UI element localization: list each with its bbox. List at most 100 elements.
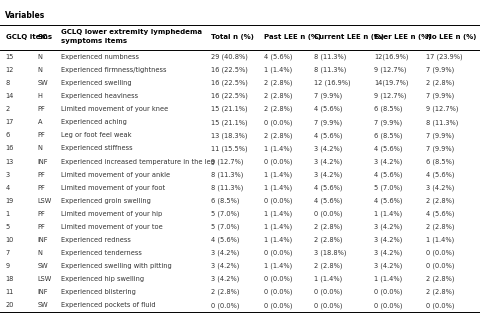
Text: 14: 14	[6, 93, 14, 99]
Text: 7 (9.9%): 7 (9.9%)	[426, 145, 455, 152]
Text: 7: 7	[6, 250, 10, 256]
Text: 7 (9.9%): 7 (9.9%)	[374, 119, 402, 126]
Text: 15: 15	[6, 54, 14, 60]
Text: N: N	[38, 54, 43, 60]
Text: 0 (0.0%): 0 (0.0%)	[264, 119, 292, 126]
Text: 8 (11.3%): 8 (11.3%)	[314, 67, 347, 73]
Text: 18: 18	[6, 276, 14, 282]
Text: 0 (0.0%): 0 (0.0%)	[426, 302, 455, 309]
Text: 0 (0.0%): 0 (0.0%)	[314, 302, 343, 309]
Text: 9: 9	[6, 263, 10, 269]
Text: Limited movement of your hip: Limited movement of your hip	[61, 211, 162, 217]
Text: 1 (1.4%): 1 (1.4%)	[264, 263, 292, 269]
Text: 7 (9.9%): 7 (9.9%)	[426, 93, 455, 100]
Text: 2 (2.8%): 2 (2.8%)	[212, 289, 240, 295]
Text: 1 (1.4%): 1 (1.4%)	[374, 276, 402, 283]
Text: 12: 12	[6, 67, 14, 73]
Text: 15 (21.1%): 15 (21.1%)	[212, 106, 248, 112]
Text: 11: 11	[6, 289, 14, 295]
Text: 16 (22.5%): 16 (22.5%)	[212, 67, 248, 73]
Text: 3 (4.2%): 3 (4.2%)	[374, 158, 403, 165]
Text: 8 (11.3%): 8 (11.3%)	[426, 119, 459, 126]
Text: 17 (23.9%): 17 (23.9%)	[426, 54, 463, 60]
Text: Experienced swelling with pitting: Experienced swelling with pitting	[61, 263, 172, 269]
Text: PF: PF	[38, 106, 46, 112]
Text: 2 (2.8%): 2 (2.8%)	[314, 224, 343, 230]
Text: 29 (40.8%): 29 (40.8%)	[212, 54, 248, 60]
Text: Experienced numbness: Experienced numbness	[61, 54, 139, 60]
Text: 1 (1.4%): 1 (1.4%)	[264, 237, 292, 243]
Text: 7 (9.9%): 7 (9.9%)	[426, 132, 455, 139]
Text: A: A	[38, 119, 42, 125]
Text: 4 (5.6%): 4 (5.6%)	[314, 106, 343, 112]
Text: Experienced swelling: Experienced swelling	[61, 80, 132, 86]
Text: 16 (22.5%): 16 (22.5%)	[212, 93, 248, 100]
Text: 6 (8.5%): 6 (8.5%)	[426, 158, 455, 165]
Text: 6 (8.5%): 6 (8.5%)	[212, 198, 240, 204]
Text: 1: 1	[6, 211, 10, 217]
Text: 3 (4.2%): 3 (4.2%)	[314, 145, 342, 152]
Text: 4 (5.6%): 4 (5.6%)	[314, 184, 343, 191]
Text: 7 (9.9%): 7 (9.9%)	[426, 67, 455, 73]
Text: 0 (0.0%): 0 (0.0%)	[264, 289, 292, 295]
Text: 8: 8	[6, 80, 10, 86]
Text: Variables: Variables	[5, 11, 45, 20]
Text: 1 (1.4%): 1 (1.4%)	[264, 224, 292, 230]
Text: 4 (5.6%): 4 (5.6%)	[314, 132, 343, 139]
Text: Total n (%): Total n (%)	[212, 34, 254, 41]
Text: 8 (11.3%): 8 (11.3%)	[314, 54, 347, 60]
Text: Experienced groin swelling: Experienced groin swelling	[61, 198, 151, 204]
Text: 9 (12.7%): 9 (12.7%)	[374, 67, 407, 73]
Text: 3 (4.2%): 3 (4.2%)	[212, 276, 240, 283]
Text: N: N	[38, 67, 43, 73]
Text: Experienced blistering: Experienced blistering	[61, 289, 136, 295]
Text: 1 (1.4%): 1 (1.4%)	[264, 67, 292, 73]
Text: No LEE n (%): No LEE n (%)	[426, 34, 477, 41]
Text: 3 (4.2%): 3 (4.2%)	[374, 250, 403, 256]
Text: 3 (4.2%): 3 (4.2%)	[374, 237, 403, 243]
Text: 2 (2.8%): 2 (2.8%)	[426, 80, 455, 86]
Text: 3 (4.2%): 3 (4.2%)	[212, 263, 240, 269]
Text: 1 (1.4%): 1 (1.4%)	[264, 210, 292, 217]
Text: 13: 13	[6, 158, 14, 164]
Text: 0 (0.0%): 0 (0.0%)	[264, 198, 292, 204]
Text: 9 (12.7%): 9 (12.7%)	[374, 93, 407, 100]
Text: SW: SW	[38, 263, 48, 269]
Text: 8 (11.3%): 8 (11.3%)	[212, 184, 244, 191]
Text: 3 (4.2%): 3 (4.2%)	[314, 171, 342, 178]
Text: 0 (0.0%): 0 (0.0%)	[314, 210, 343, 217]
Text: Experienced pockets of fluid: Experienced pockets of fluid	[61, 302, 156, 308]
Text: 1 (1.4%): 1 (1.4%)	[374, 210, 402, 217]
Text: 0 (0.0%): 0 (0.0%)	[264, 276, 292, 283]
Text: 4 (5.6%): 4 (5.6%)	[314, 198, 343, 204]
Text: 16 (22.5%): 16 (22.5%)	[212, 80, 248, 86]
Text: 2 (2.8%): 2 (2.8%)	[264, 132, 292, 139]
Text: 4: 4	[6, 185, 10, 191]
Text: 5 (7.0%): 5 (7.0%)	[212, 224, 240, 230]
Text: 3 (4.2%): 3 (4.2%)	[426, 184, 455, 191]
Text: Limited movement of your ankle: Limited movement of your ankle	[61, 172, 170, 178]
Text: PF: PF	[38, 185, 46, 191]
Text: 7 (9.9%): 7 (9.9%)	[314, 93, 342, 100]
Text: INF: INF	[38, 237, 48, 243]
Text: Limited movement of your knee: Limited movement of your knee	[61, 106, 168, 112]
Text: Current LEE n (%): Current LEE n (%)	[314, 34, 384, 41]
Text: Experienced stiffness: Experienced stiffness	[61, 146, 132, 152]
Text: N: N	[38, 250, 43, 256]
Text: 2 (2.8%): 2 (2.8%)	[264, 93, 292, 100]
Text: 20: 20	[6, 302, 14, 308]
Text: H: H	[38, 93, 43, 99]
Text: 2 (2.8%): 2 (2.8%)	[426, 224, 455, 230]
Text: 9 (12.7%): 9 (12.7%)	[426, 106, 459, 112]
Text: 7 (9.9%): 7 (9.9%)	[314, 119, 342, 126]
Text: 2 (2.8%): 2 (2.8%)	[264, 80, 292, 86]
Text: GCLQ items: GCLQ items	[6, 34, 52, 41]
Text: 14(19.7%): 14(19.7%)	[374, 80, 408, 86]
Text: 4 (5.6%): 4 (5.6%)	[212, 237, 240, 243]
Text: 2 (2.8%): 2 (2.8%)	[426, 289, 455, 295]
Text: 12 (16.9%): 12 (16.9%)	[314, 80, 350, 86]
Text: 0 (0.0%): 0 (0.0%)	[264, 302, 292, 309]
Text: PF: PF	[38, 224, 46, 230]
Text: N: N	[38, 146, 43, 152]
Text: 3 (4.2%): 3 (4.2%)	[374, 224, 403, 230]
